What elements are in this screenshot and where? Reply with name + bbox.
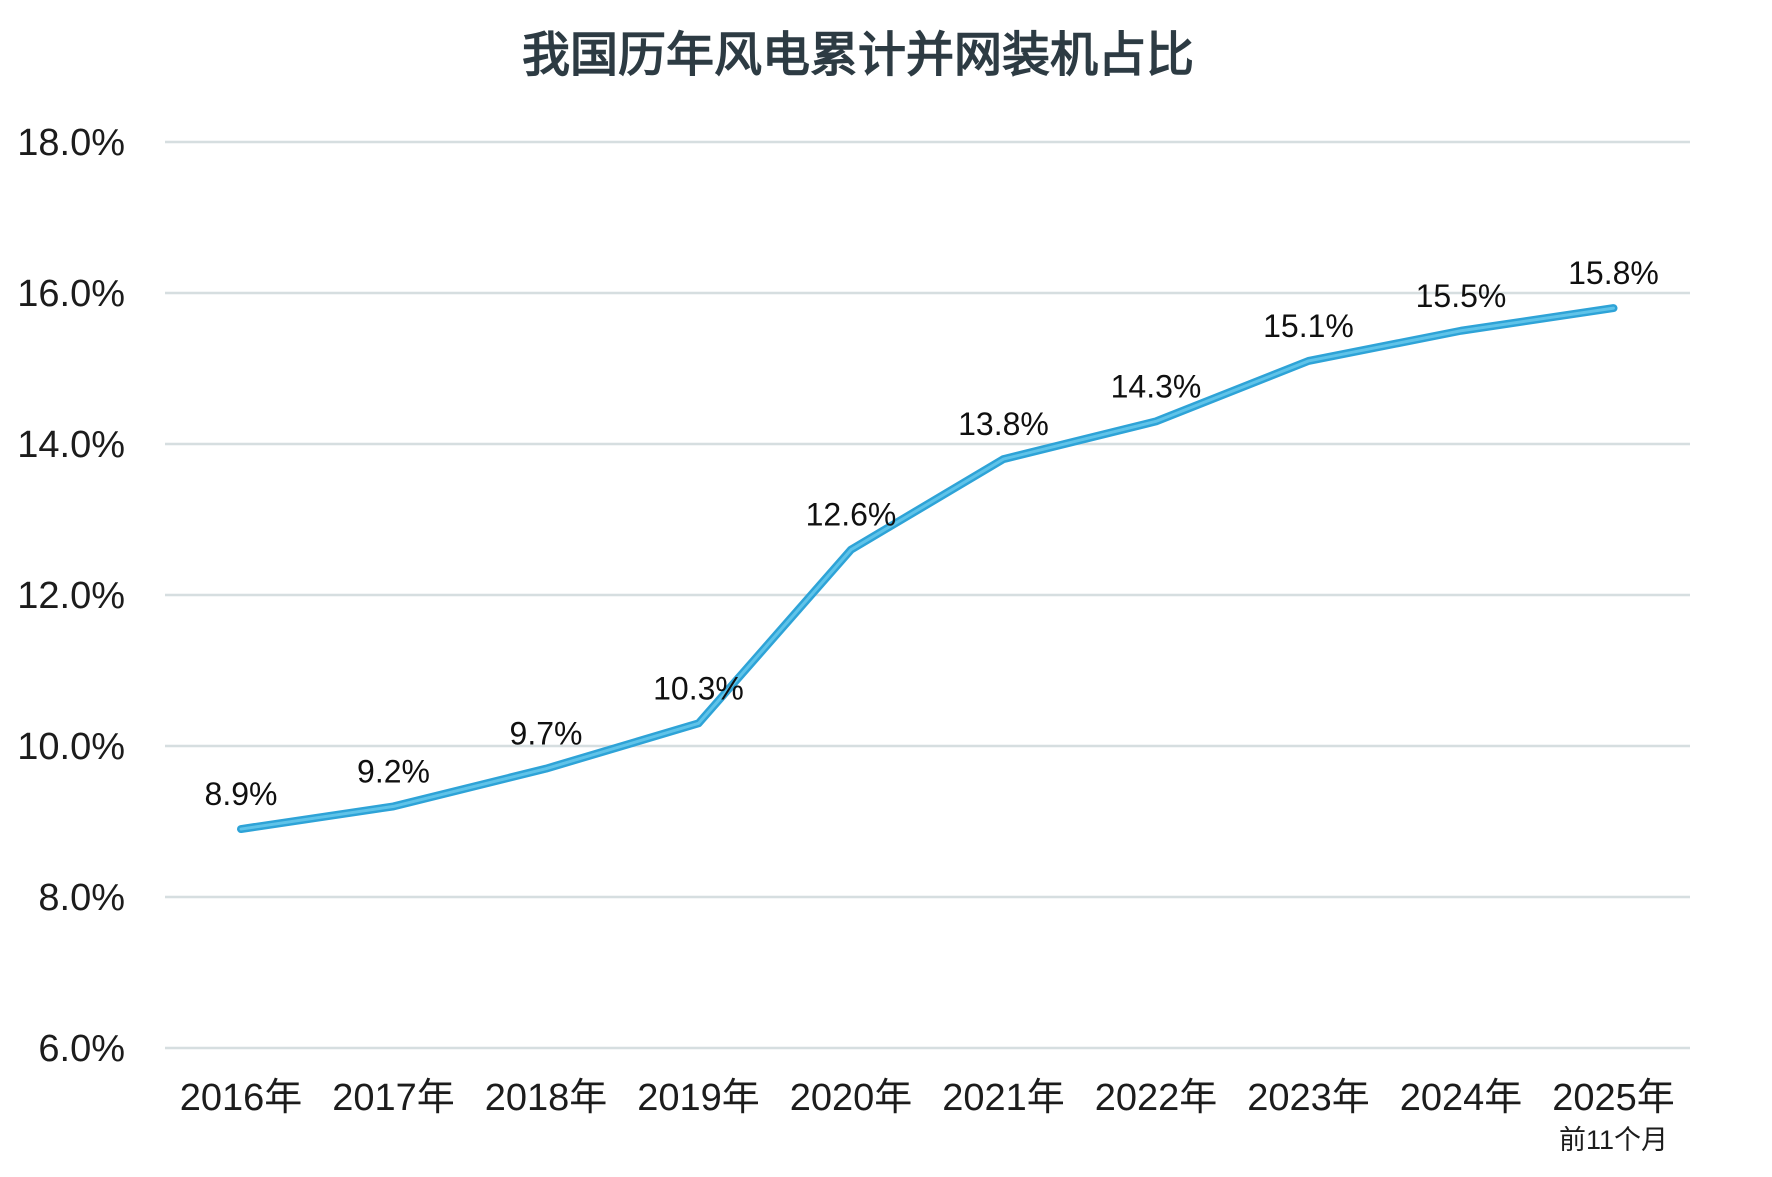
x-axis-label: 2021年: [942, 1077, 1065, 1119]
data-point-label: 12.6%: [806, 497, 897, 533]
data-point-label: 9.7%: [510, 716, 583, 752]
x-axis-label: 2025年: [1552, 1077, 1675, 1119]
data-point-label: 10.3%: [653, 670, 744, 706]
data-point-label: 15.1%: [1263, 308, 1354, 344]
x-axis-label: 2024年: [1400, 1077, 1523, 1119]
x-axis-label: 2019年: [637, 1077, 760, 1119]
data-point-label: 15.8%: [1568, 255, 1659, 291]
data-point-label: 8.9%: [205, 776, 278, 812]
x-axis-label: 2016年: [180, 1077, 303, 1119]
x-axis-label: 2023年: [1247, 1077, 1370, 1119]
x-axis-label: 2020年: [790, 1077, 913, 1119]
x-axis-sublabel: 前11个月: [1559, 1125, 1668, 1155]
y-axis-tick-label: 8.0%: [38, 877, 125, 919]
y-axis-tick-label: 12.0%: [17, 575, 125, 617]
data-point-label: 14.3%: [1111, 368, 1202, 404]
y-axis-tick-label: 6.0%: [38, 1028, 125, 1070]
series-line-highlight: [239, 306, 1615, 831]
x-axis-label: 2022年: [1095, 1077, 1218, 1119]
y-axis-tick-label: 16.0%: [17, 273, 125, 315]
y-axis-tick-label: 18.0%: [17, 122, 125, 164]
y-axis-tick-label: 10.0%: [17, 726, 125, 768]
series-line: [237, 304, 1618, 834]
data-point-label: 13.8%: [958, 406, 1049, 442]
x-axis-label: 2018年: [485, 1077, 608, 1119]
x-axis-label: 2017年: [332, 1077, 455, 1119]
chart-title: 我国历年风电累计并网装机占比: [521, 29, 1194, 82]
y-axis-tick-label: 14.0%: [17, 424, 125, 466]
data-point-label: 9.2%: [357, 753, 430, 789]
data-point-label: 15.5%: [1416, 278, 1507, 314]
